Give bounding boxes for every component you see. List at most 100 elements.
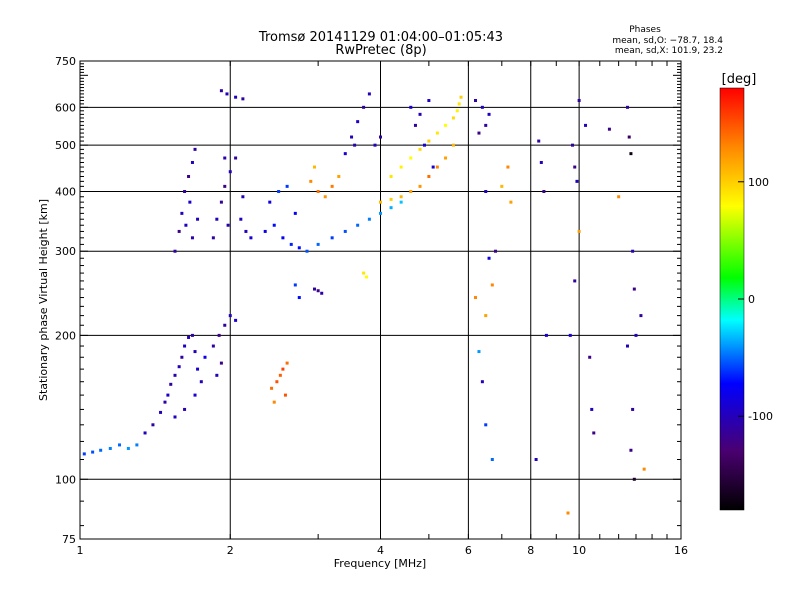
data-point — [184, 223, 188, 227]
data-point — [268, 200, 272, 204]
data-point — [91, 450, 95, 454]
data-point — [473, 296, 477, 300]
data-point — [431, 165, 435, 169]
data-point — [228, 314, 232, 318]
data-point — [573, 279, 577, 283]
data-point — [187, 174, 191, 178]
data-point — [82, 452, 86, 456]
data-point — [183, 407, 187, 411]
data-point — [373, 143, 377, 147]
data-point — [281, 236, 285, 240]
x-tick-label: 6 — [465, 544, 472, 557]
colorbar-tick-label: 100 — [748, 176, 769, 189]
data-point — [537, 139, 541, 143]
colorbar-tick-label: 0 — [748, 293, 755, 306]
data-point — [389, 174, 393, 178]
data-point — [169, 382, 173, 386]
y-axis-label: Stationary phase Virtual Height [km] — [37, 199, 50, 401]
data-point — [173, 373, 177, 377]
data-point — [118, 443, 122, 447]
data-point — [500, 184, 504, 188]
data-point — [588, 355, 592, 359]
data-point — [309, 179, 313, 183]
grid-lines — [80, 61, 681, 539]
data-point — [217, 333, 221, 337]
data-point — [196, 217, 200, 221]
data-point — [487, 256, 491, 260]
data-point — [566, 511, 570, 515]
data-point — [343, 229, 347, 233]
data-point — [215, 373, 219, 377]
data-point — [379, 135, 382, 139]
data-point — [343, 152, 347, 156]
data-point — [590, 407, 594, 411]
data-point — [379, 200, 382, 204]
data-point — [571, 143, 575, 147]
colorbar-tick-label: -100 — [748, 410, 773, 423]
data-point — [159, 410, 163, 414]
data-point — [241, 97, 245, 101]
data-point — [362, 271, 366, 275]
data-point — [457, 102, 461, 106]
data-point — [293, 211, 297, 215]
x-axis-label: Frequency [MHz] — [334, 557, 426, 570]
data-point — [196, 367, 200, 371]
tick-labels: 1 2 4 6 8 10 16 75 100 200 300 400 500 600 750 — [55, 55, 688, 557]
data-point — [281, 367, 285, 371]
data-point — [223, 323, 227, 327]
data-point — [399, 165, 403, 169]
data-point — [272, 223, 276, 227]
data-point — [451, 116, 455, 120]
data-point — [312, 165, 316, 169]
data-point — [487, 112, 491, 116]
data-point — [219, 89, 223, 93]
data-point — [226, 223, 230, 227]
data-point — [143, 431, 147, 435]
data-point — [568, 333, 572, 337]
data-point — [277, 189, 281, 193]
data-point — [316, 289, 320, 293]
data-point — [625, 105, 629, 109]
data-point — [494, 249, 498, 253]
data-point — [270, 386, 274, 390]
data-point — [509, 200, 513, 204]
data-point — [484, 123, 488, 127]
x-tick-label: 1 — [77, 544, 84, 557]
chart-title: Tromsø 20141129 01:04:00–01:05:43 — [258, 30, 503, 45]
data-point — [418, 112, 422, 116]
data-point — [180, 355, 184, 359]
data-point — [108, 446, 112, 450]
data-point — [444, 156, 448, 160]
data-point — [356, 120, 360, 124]
data-point — [166, 393, 170, 397]
data-point — [413, 123, 417, 127]
data-point — [367, 217, 371, 221]
data-point — [219, 361, 223, 365]
data-point — [484, 423, 488, 427]
data-point — [629, 448, 633, 452]
y-tick-label: 750 — [55, 55, 76, 68]
data-point — [239, 217, 243, 221]
colorbar-ticks: 100 0 -100 — [738, 176, 773, 423]
data-point — [577, 99, 581, 103]
stats-line-o: mean, sd,O: −78.7, 18.4 — [612, 36, 723, 46]
data-point — [379, 211, 382, 215]
data-point — [163, 400, 167, 404]
data-point — [135, 443, 139, 447]
data-point — [330, 236, 334, 240]
data-point — [389, 197, 393, 201]
x-tick-label: 8 — [527, 544, 534, 557]
data-point — [422, 143, 426, 147]
data-point — [188, 200, 192, 204]
data-point — [484, 189, 488, 193]
data-point — [435, 165, 439, 169]
data-point — [263, 229, 267, 233]
data-point — [506, 165, 510, 169]
data-point — [190, 236, 194, 240]
data-point — [223, 156, 227, 160]
data-point — [225, 92, 229, 96]
data-point — [484, 314, 488, 318]
data-point — [629, 152, 633, 156]
data-point — [389, 206, 393, 210]
